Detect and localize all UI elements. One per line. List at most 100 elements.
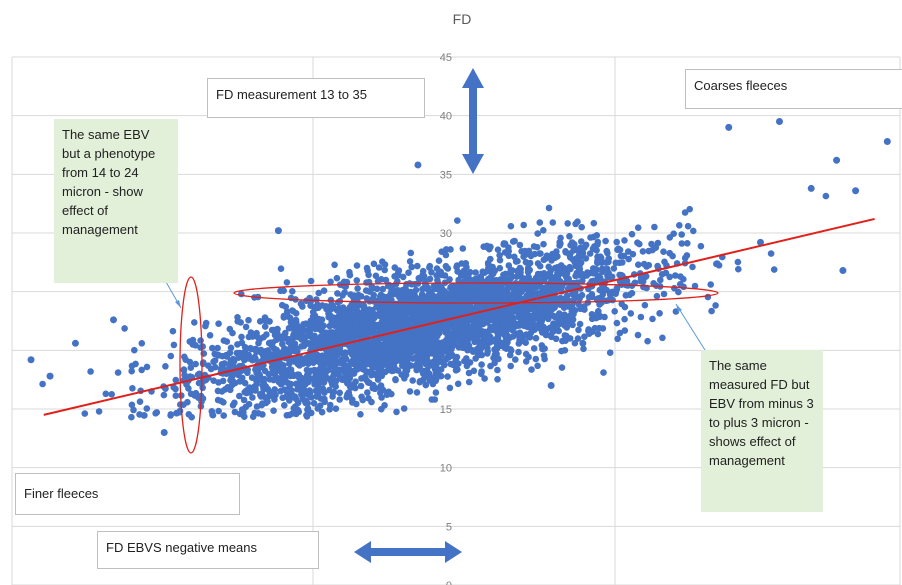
data-point xyxy=(509,326,516,334)
data-point xyxy=(415,302,423,309)
data-point xyxy=(558,283,566,290)
data-point xyxy=(393,408,400,416)
data-point xyxy=(494,366,501,374)
data-point xyxy=(292,321,299,329)
data-point xyxy=(512,306,519,314)
data-point xyxy=(131,346,138,354)
data-point xyxy=(215,320,222,328)
data-point xyxy=(604,249,611,257)
data-point xyxy=(332,379,339,386)
data-point xyxy=(658,271,666,278)
data-point xyxy=(363,360,371,367)
data-point xyxy=(556,238,563,246)
data-point xyxy=(292,410,300,418)
data-point xyxy=(487,243,494,251)
data-point xyxy=(542,284,549,291)
data-point xyxy=(606,290,614,298)
data-point xyxy=(479,268,487,276)
data-point xyxy=(566,233,573,240)
data-point xyxy=(507,222,515,230)
data-point xyxy=(518,248,525,255)
data-point xyxy=(584,299,592,306)
data-point xyxy=(292,380,300,388)
data-point xyxy=(602,237,609,245)
data-point xyxy=(437,372,445,380)
data-point xyxy=(454,309,462,317)
data-point xyxy=(852,187,860,195)
data-point xyxy=(270,345,278,352)
data-point xyxy=(270,407,277,415)
data-point xyxy=(561,311,568,319)
data-point xyxy=(708,307,715,315)
data-point xyxy=(406,388,414,395)
data-point xyxy=(534,313,542,321)
data-point xyxy=(376,371,384,378)
data-point xyxy=(509,238,517,245)
data-point xyxy=(167,411,175,418)
data-point xyxy=(496,252,503,259)
data-point xyxy=(143,405,151,412)
data-point xyxy=(305,371,312,378)
data-point xyxy=(211,350,218,358)
data-point xyxy=(472,269,479,276)
data-point xyxy=(603,265,611,273)
data-point xyxy=(506,351,514,359)
data-point xyxy=(540,227,547,234)
data-point xyxy=(138,340,146,347)
data-point xyxy=(471,296,479,304)
data-point xyxy=(691,282,699,290)
data-point xyxy=(378,386,385,393)
data-point xyxy=(378,405,385,413)
data-point xyxy=(487,288,494,295)
data-point xyxy=(245,316,252,324)
data-point xyxy=(280,312,288,320)
data-point xyxy=(242,323,250,331)
data-point xyxy=(532,355,540,363)
data-point xyxy=(518,278,526,286)
data-point xyxy=(478,344,485,352)
data-point xyxy=(555,318,563,326)
data-point xyxy=(272,391,279,399)
data-point xyxy=(334,290,341,297)
data-point xyxy=(516,241,524,249)
data-point xyxy=(495,355,502,363)
data-point xyxy=(465,378,473,386)
data-point xyxy=(255,410,262,417)
data-point xyxy=(565,275,572,283)
data-point xyxy=(130,406,137,414)
data-point xyxy=(299,303,306,310)
data-point xyxy=(389,309,397,317)
data-point xyxy=(181,353,188,361)
data-point xyxy=(494,376,501,383)
data-point xyxy=(188,413,195,421)
data-point xyxy=(408,263,416,271)
data-point xyxy=(167,352,175,360)
data-point xyxy=(245,333,253,341)
data-point xyxy=(294,348,301,355)
data-point xyxy=(612,259,620,267)
data-point xyxy=(407,249,415,257)
data-point xyxy=(416,378,424,386)
data-point xyxy=(236,392,243,400)
data-point xyxy=(178,392,185,399)
data-point xyxy=(402,371,410,379)
data-point xyxy=(360,307,368,315)
data-point xyxy=(337,359,345,367)
data-point xyxy=(255,339,262,347)
data-point xyxy=(138,366,145,374)
data-point xyxy=(734,258,742,266)
data-point xyxy=(388,367,396,375)
data-point xyxy=(517,269,524,276)
data-point xyxy=(346,268,353,276)
data-point xyxy=(401,314,409,321)
data-point xyxy=(511,253,518,261)
data-point xyxy=(296,328,304,335)
data-point xyxy=(282,303,290,311)
data-point xyxy=(234,341,241,348)
data-point xyxy=(453,283,461,291)
connector-arrowhead xyxy=(676,304,682,312)
data-point xyxy=(379,285,387,293)
data-point xyxy=(388,296,395,304)
data-point xyxy=(596,301,603,308)
